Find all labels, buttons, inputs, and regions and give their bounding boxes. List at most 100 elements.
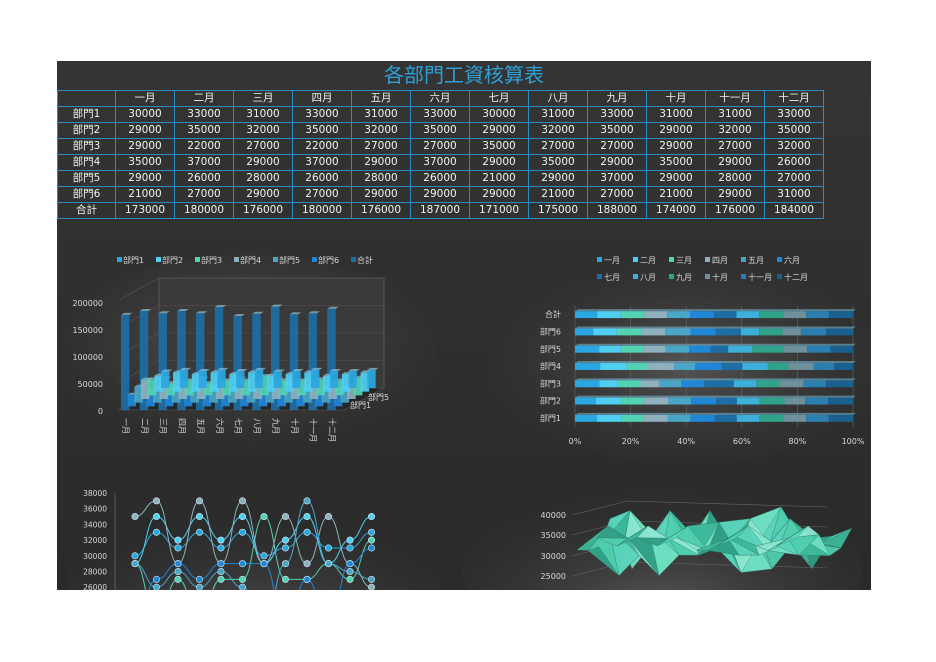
table-cell[interactable]: 33000 (292, 106, 352, 123)
table-cell[interactable]: 29000 (233, 186, 293, 203)
table-cell[interactable]: 33000 (764, 106, 824, 123)
table-cell[interactable]: 27000 (528, 138, 588, 155)
table-cell[interactable]: 32000 (764, 138, 824, 155)
table-cell[interactable]: 176000 (705, 202, 765, 219)
table-cell[interactable]: 175000 (528, 202, 588, 219)
table-cell[interactable]: 33000 (174, 106, 234, 123)
table-cell[interactable]: 30000 (469, 106, 529, 123)
line-chart[interactable]: 38000 36000 34000 32000 30000 28000 26000 (57, 481, 447, 590)
table-cell[interactable]: 174000 (646, 202, 706, 219)
table-cell[interactable]: 29000 (528, 170, 588, 187)
bar-segment (728, 345, 753, 353)
table-cell[interactable]: 29000 (646, 138, 706, 155)
table-cell[interactable]: 27000 (587, 138, 647, 155)
table-cell[interactable]: 27000 (174, 186, 234, 203)
table-cell[interactable]: 27000 (764, 170, 824, 187)
surface-chart[interactable]: 25000 30000 35000 40000 (462, 481, 862, 590)
stacked-bar-chart[interactable]: 一月 二月 三月 四月 五月 六月 七月 八月 九月 十月 十一月 十二月 0% 20% 40% 60% 80%… (462, 244, 871, 464)
table-cell[interactable]: 28000 (705, 170, 765, 187)
table-cell[interactable]: 26000 (292, 170, 352, 187)
table-cell[interactable]: 32000 (705, 122, 765, 139)
table-cell[interactable]: 35000 (469, 138, 529, 155)
table-cell[interactable]: 184000 (764, 202, 824, 219)
table-cell[interactable]: 35000 (410, 122, 470, 139)
table-cell[interactable]: 187000 (410, 202, 470, 219)
table-cell[interactable]: 22000 (174, 138, 234, 155)
table-cell[interactable]: 29000 (646, 170, 706, 187)
table-cell[interactable]: 29000 (410, 186, 470, 203)
table-cell[interactable]: 29000 (705, 186, 765, 203)
column-bar (210, 372, 220, 392)
month-header: 十二月 (764, 90, 824, 107)
table-cell[interactable]: 37000 (292, 154, 352, 171)
table-cell[interactable]: 29000 (469, 154, 529, 171)
table-cell[interactable]: 180000 (174, 202, 234, 219)
table-cell[interactable]: 26000 (764, 154, 824, 171)
table-cell[interactable]: 35000 (587, 122, 647, 139)
table-cell[interactable]: 35000 (646, 154, 706, 171)
table-cell[interactable]: 21000 (469, 170, 529, 187)
table-cell[interactable]: 29000 (587, 154, 647, 171)
table-cell[interactable]: 33000 (587, 106, 647, 123)
bar-segment (600, 363, 627, 370)
table-cell[interactable]: 29000 (469, 186, 529, 203)
table-cell[interactable]: 29000 (705, 154, 765, 171)
table-cell[interactable]: 27000 (410, 138, 470, 155)
table-cell[interactable]: 21000 (115, 186, 175, 203)
line-marker (303, 528, 311, 536)
column-chart-3d[interactable]: 部門1 部門2 部門3 部門4 部門5 部門6 合計 0 50000 100000 150000 20… (57, 244, 437, 459)
table-cell[interactable]: 28000 (233, 170, 293, 187)
table-cell[interactable]: 29000 (115, 170, 175, 187)
table-cell[interactable]: 27000 (292, 186, 352, 203)
table-cell[interactable]: 37000 (174, 154, 234, 171)
table-cell[interactable]: 32000 (233, 122, 293, 139)
table-cell[interactable]: 33000 (410, 106, 470, 123)
table-cell[interactable]: 21000 (646, 186, 706, 203)
table-cell[interactable]: 29000 (646, 122, 706, 139)
table-cell[interactable]: 27000 (351, 138, 411, 155)
table-cell[interactable]: 22000 (292, 138, 352, 155)
table-cell[interactable]: 27000 (233, 138, 293, 155)
table-cell[interactable]: 27000 (587, 186, 647, 203)
table-cell[interactable]: 35000 (115, 154, 175, 171)
table-cell[interactable]: 35000 (292, 122, 352, 139)
line-marker (217, 568, 225, 576)
table-cell[interactable]: 31000 (233, 106, 293, 123)
table-cell[interactable]: 29000 (115, 138, 175, 155)
table-cell[interactable]: 37000 (587, 170, 647, 187)
table-cell[interactable]: 35000 (764, 122, 824, 139)
table-cell[interactable]: 31000 (351, 106, 411, 123)
table-cell[interactable]: 29000 (351, 186, 411, 203)
table-cell[interactable]: 29000 (233, 154, 293, 171)
line-marker (131, 513, 139, 521)
table-cell[interactable]: 31000 (764, 186, 824, 203)
table-cell[interactable]: 32000 (528, 122, 588, 139)
table-cell[interactable]: 27000 (705, 138, 765, 155)
table-cell[interactable]: 180000 (292, 202, 352, 219)
table-cell[interactable]: 29000 (115, 122, 175, 139)
table-cell[interactable]: 32000 (351, 122, 411, 139)
bar-segment (597, 311, 621, 319)
table-cell[interactable]: 30000 (115, 106, 175, 123)
table-cell[interactable]: 31000 (646, 106, 706, 123)
bar-segment (643, 311, 668, 319)
table-cell[interactable]: 176000 (351, 202, 411, 219)
table-cell[interactable]: 31000 (705, 106, 765, 123)
table-cell[interactable]: 171000 (469, 202, 529, 219)
bar-segment (759, 397, 785, 405)
column-bar (221, 390, 230, 407)
table-cell[interactable]: 37000 (410, 154, 470, 171)
table-cell[interactable]: 35000 (528, 154, 588, 171)
table-cell[interactable]: 31000 (528, 106, 588, 123)
table-cell[interactable]: 173000 (115, 202, 175, 219)
legend-label: 八月 (640, 273, 656, 282)
table-cell[interactable]: 35000 (174, 122, 234, 139)
table-cell[interactable]: 21000 (528, 186, 588, 203)
table-cell[interactable]: 26000 (410, 170, 470, 187)
table-cell[interactable]: 29000 (469, 122, 529, 139)
table-cell[interactable]: 188000 (587, 202, 647, 219)
table-cell[interactable]: 29000 (351, 154, 411, 171)
table-cell[interactable]: 28000 (351, 170, 411, 187)
table-cell[interactable]: 26000 (174, 170, 234, 187)
table-cell[interactable]: 176000 (233, 202, 293, 219)
